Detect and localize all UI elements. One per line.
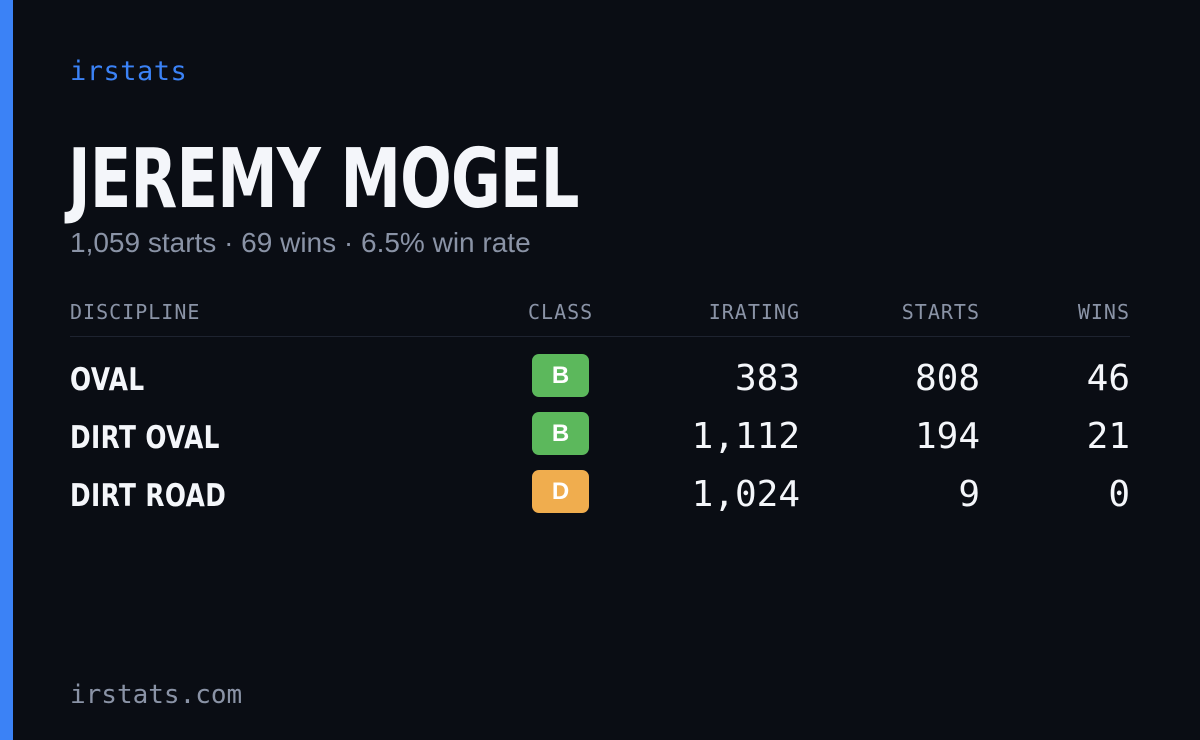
irating-value: 1,112	[691, 416, 800, 457]
table-row: OVAL B 383 808 46	[70, 354, 1130, 412]
footer-domain: irstats.com	[70, 680, 243, 710]
discipline-name: OVAL	[70, 362, 145, 398]
wins-value: 0	[1108, 474, 1130, 515]
starts-value: 808	[914, 358, 980, 399]
column-header-wins: WINS	[1077, 300, 1130, 324]
table-row: DIRT ROAD D 1,024 9 0	[70, 470, 1130, 528]
wins-value: 21	[1086, 416, 1130, 457]
column-header-starts: STARTS	[901, 300, 980, 324]
irating-value: 383	[734, 358, 800, 399]
class-badge: D	[532, 470, 589, 513]
player-summary: 1,059 starts · 69 wins · 6.5% win rate	[70, 227, 531, 258]
brand-logo-text: irstats	[70, 56, 188, 87]
column-header-irating: IRATING	[708, 300, 800, 324]
column-header-discipline: DISCIPLINE	[70, 300, 201, 324]
starts-value: 194	[914, 416, 980, 457]
table-header: DISCIPLINE CLASS IRATING STARTS WINS	[70, 296, 1130, 337]
irating-value: 1,024	[691, 474, 800, 515]
column-header-class: CLASS	[528, 300, 594, 324]
table-row: DIRT OVAL B 1,112 194 21	[70, 412, 1130, 470]
class-badge: B	[532, 412, 589, 455]
discipline-name: DIRT OVAL	[70, 420, 220, 456]
class-badge: B	[532, 354, 589, 397]
starts-value: 9	[958, 474, 980, 515]
accent-bar	[0, 0, 13, 740]
wins-value: 46	[1086, 358, 1130, 399]
stats-table: DISCIPLINE CLASS IRATING STARTS WINS OVA…	[70, 296, 1130, 528]
discipline-name: DIRT ROAD	[70, 478, 227, 514]
player-name: JEREMY MOGEL	[68, 132, 579, 227]
